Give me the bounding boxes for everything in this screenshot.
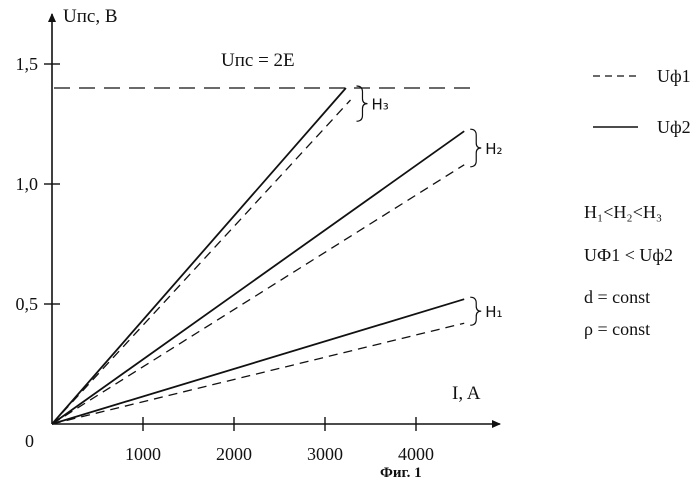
annotations: H₁<H₂<H₃ UФ1 < Uф2 d = const ρ = const [584, 202, 673, 339]
series-h3-dashed [51, 99, 351, 425]
annotation-h-order: H₁<H₂<H₃ [584, 202, 662, 222]
group-label-h2: Н₂ [485, 140, 502, 158]
group-brackets: Н₁ Н₂ Н₃ [356, 85, 503, 326]
y-tick-label: 1,5 [16, 54, 39, 74]
series-h1-dashed [51, 322, 465, 425]
legend: Uф1 Uф2 [593, 66, 691, 137]
x-tick-label: 3000 [307, 444, 343, 464]
annotation-u-order: UФ1 < Uф2 [584, 245, 673, 265]
y-axis-label: Uпс, В [63, 6, 118, 27]
bracket-h2 [470, 128, 482, 168]
series-h2-solid [51, 130, 465, 425]
y-tick-label: 1,0 [16, 174, 39, 194]
annotation-d-const: d = const [584, 287, 650, 307]
caption: Фиг. 1 [380, 465, 422, 481]
legend-label-uf1: Uф1 [657, 66, 691, 86]
x-axis-label: I, A [452, 383, 481, 404]
x-tick-label: 2000 [216, 444, 252, 464]
annotation-rho-const: ρ = const [584, 319, 650, 339]
group-label-h1: Н₁ [485, 303, 502, 321]
bracket-h1 [470, 296, 482, 326]
bracket-h3 [356, 85, 368, 122]
series-h1-solid [51, 298, 465, 425]
ticks: 1000 2000 3000 4000 0,5 1,0 1,5 [16, 54, 435, 464]
limit-line-label: Uпс = 2E [221, 50, 295, 71]
group-label-h3: Н₃ [371, 96, 388, 114]
series-h2-dashed [51, 164, 465, 425]
y-tick-label: 0,5 [16, 294, 39, 314]
series-h3-solid [51, 87, 347, 425]
axes [48, 13, 501, 428]
x-tick-label: 4000 [398, 444, 434, 464]
origin-label: 0 [25, 431, 34, 451]
x-tick-label: 1000 [125, 444, 161, 464]
legend-label-uf2: Uф2 [657, 117, 691, 137]
series-layer [51, 87, 473, 425]
